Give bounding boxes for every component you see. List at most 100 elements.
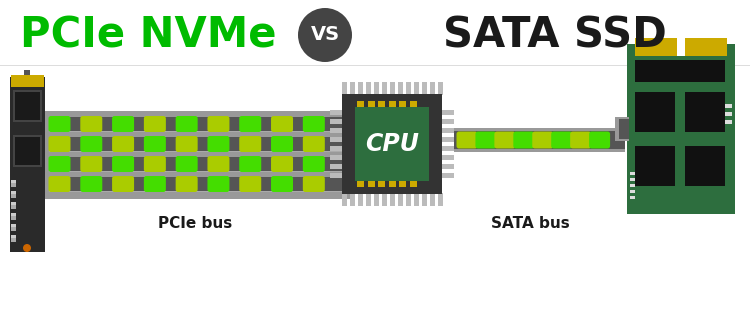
Bar: [330, 173, 343, 178]
FancyBboxPatch shape: [144, 116, 166, 132]
FancyBboxPatch shape: [208, 176, 230, 192]
Bar: [437, 193, 442, 206]
Bar: [635, 92, 675, 132]
FancyBboxPatch shape: [208, 136, 230, 152]
Bar: [677, 38, 685, 56]
FancyBboxPatch shape: [532, 132, 554, 149]
FancyBboxPatch shape: [457, 132, 478, 149]
Bar: [725, 112, 732, 116]
FancyBboxPatch shape: [176, 156, 198, 172]
Bar: [330, 110, 343, 115]
Bar: [630, 196, 635, 199]
FancyBboxPatch shape: [176, 136, 198, 152]
FancyBboxPatch shape: [476, 132, 496, 149]
FancyBboxPatch shape: [208, 156, 230, 172]
Bar: [441, 119, 454, 124]
Bar: [342, 94, 442, 194]
Bar: [357, 181, 364, 187]
Bar: [330, 164, 343, 169]
Bar: [388, 101, 396, 107]
Bar: [389, 82, 394, 95]
Bar: [13, 90, 42, 122]
Bar: [635, 146, 675, 186]
Bar: [365, 82, 370, 95]
Bar: [357, 101, 364, 107]
Bar: [11, 224, 16, 227]
Bar: [15, 137, 40, 165]
FancyBboxPatch shape: [239, 156, 261, 172]
Bar: [374, 193, 379, 206]
Bar: [49, 137, 351, 151]
Bar: [400, 181, 406, 187]
Text: SATA bus: SATA bus: [490, 216, 569, 231]
Bar: [413, 193, 419, 206]
Bar: [635, 60, 725, 82]
Bar: [330, 119, 343, 124]
Bar: [374, 82, 379, 95]
FancyBboxPatch shape: [271, 156, 293, 172]
Bar: [49, 157, 351, 171]
Bar: [341, 82, 346, 95]
Bar: [441, 110, 454, 115]
Bar: [368, 181, 374, 187]
Bar: [330, 146, 343, 151]
Bar: [725, 104, 732, 108]
FancyBboxPatch shape: [112, 116, 134, 132]
Bar: [358, 193, 362, 206]
FancyBboxPatch shape: [239, 116, 261, 132]
Bar: [49, 131, 351, 132]
Bar: [355, 107, 429, 181]
FancyBboxPatch shape: [144, 176, 166, 192]
Bar: [11, 235, 16, 238]
Bar: [410, 101, 417, 107]
Bar: [365, 193, 370, 206]
FancyBboxPatch shape: [208, 116, 230, 132]
FancyBboxPatch shape: [112, 176, 134, 192]
FancyBboxPatch shape: [303, 116, 325, 132]
FancyBboxPatch shape: [176, 176, 198, 192]
Bar: [430, 193, 434, 206]
Bar: [441, 155, 454, 160]
Bar: [615, 117, 629, 141]
Bar: [725, 120, 732, 124]
Bar: [10, 77, 45, 252]
FancyBboxPatch shape: [49, 156, 70, 172]
Text: PCIe bus: PCIe bus: [158, 216, 232, 231]
Bar: [49, 151, 351, 152]
FancyBboxPatch shape: [271, 176, 293, 192]
Bar: [330, 137, 343, 142]
FancyBboxPatch shape: [80, 116, 102, 132]
Bar: [430, 82, 434, 95]
Bar: [330, 128, 343, 133]
Text: SATA SSD: SATA SSD: [443, 14, 667, 56]
Bar: [410, 181, 417, 187]
Bar: [685, 92, 725, 132]
Bar: [11, 205, 16, 209]
FancyBboxPatch shape: [303, 176, 325, 192]
Bar: [685, 146, 725, 186]
Bar: [454, 131, 625, 149]
FancyBboxPatch shape: [513, 132, 534, 149]
Bar: [11, 213, 16, 216]
Bar: [422, 82, 427, 95]
Bar: [635, 38, 727, 56]
Text: VS: VS: [310, 25, 340, 44]
Bar: [24, 70, 30, 75]
Bar: [0, 65, 750, 66]
Bar: [630, 190, 635, 193]
FancyBboxPatch shape: [303, 156, 325, 172]
Bar: [11, 194, 16, 198]
Bar: [413, 82, 419, 95]
Bar: [330, 155, 343, 160]
Bar: [15, 92, 40, 120]
Bar: [350, 193, 355, 206]
Bar: [441, 137, 454, 142]
Bar: [368, 101, 374, 107]
FancyBboxPatch shape: [303, 136, 325, 152]
Bar: [441, 164, 454, 169]
Bar: [358, 82, 362, 95]
FancyBboxPatch shape: [271, 116, 293, 132]
Bar: [49, 177, 351, 191]
FancyBboxPatch shape: [551, 132, 572, 149]
Bar: [454, 128, 625, 152]
